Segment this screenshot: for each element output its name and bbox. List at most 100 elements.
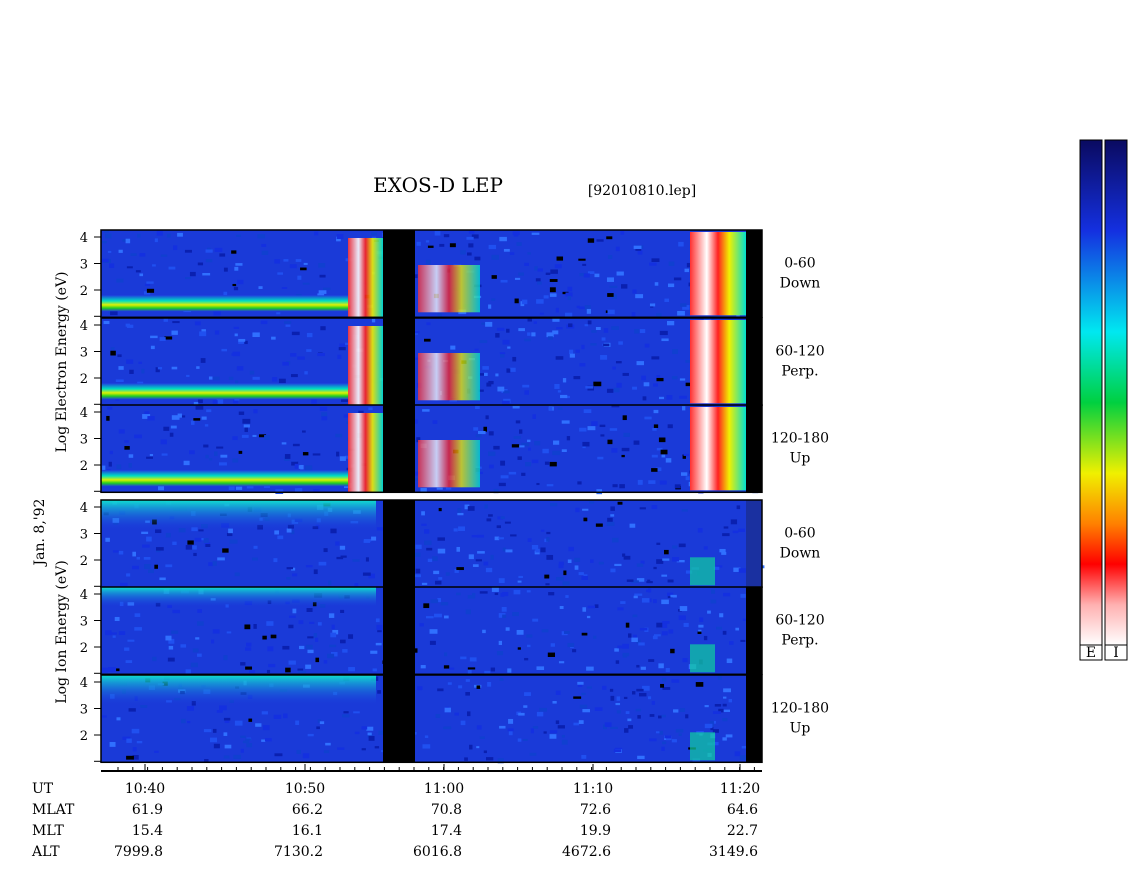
noise (185, 545, 193, 550)
noise (524, 692, 531, 696)
noise (636, 688, 644, 692)
noise (282, 645, 290, 650)
noise (661, 677, 667, 682)
noise (508, 471, 517, 475)
noise (146, 281, 154, 284)
noise (306, 349, 312, 352)
noise (233, 286, 239, 291)
noise (552, 330, 559, 335)
noise (713, 741, 719, 746)
noise (505, 627, 510, 631)
noise (557, 390, 562, 393)
noise (330, 652, 338, 657)
noise (593, 381, 602, 387)
noise (725, 734, 733, 738)
noise (216, 399, 224, 404)
noise (262, 725, 270, 731)
noise (612, 366, 616, 370)
noise (132, 747, 137, 752)
noise (288, 660, 296, 665)
noise (425, 616, 434, 619)
noise (723, 709, 731, 713)
noise (302, 753, 310, 759)
noise (377, 690, 382, 694)
noise (233, 326, 240, 329)
noise (228, 528, 233, 534)
noise (421, 511, 425, 516)
noise (437, 597, 441, 603)
noise (637, 755, 645, 760)
noise (336, 234, 344, 240)
noise (578, 572, 584, 576)
noise (612, 484, 618, 488)
noise (632, 386, 637, 390)
noise (184, 249, 192, 253)
noise (316, 726, 320, 730)
noise (297, 668, 304, 671)
noise (625, 711, 630, 714)
noise (483, 750, 487, 754)
noise (567, 286, 573, 292)
noise (420, 488, 427, 493)
noise (673, 709, 679, 713)
panel-angle: 120-180 (771, 431, 829, 447)
energy-tick-label: 4 (80, 319, 88, 334)
noise (699, 617, 704, 622)
noise (116, 278, 124, 283)
noise (642, 396, 647, 401)
noise (139, 253, 146, 257)
noise (498, 537, 504, 540)
noise (201, 329, 206, 332)
row-value: 70.8 (431, 802, 462, 818)
noise (223, 755, 230, 759)
noise (517, 580, 522, 583)
noise (491, 587, 499, 592)
noise (353, 711, 360, 714)
noise (414, 472, 419, 476)
noise (412, 478, 418, 481)
noise (625, 622, 630, 628)
noise (170, 425, 177, 429)
energy-tick-label: 3 (80, 258, 88, 273)
noise (559, 605, 564, 610)
noise (131, 728, 140, 734)
noise (274, 259, 281, 264)
noise (648, 659, 655, 662)
noise (536, 299, 544, 304)
noise (665, 668, 670, 673)
noise (420, 665, 426, 669)
noise (544, 461, 550, 465)
noise (728, 699, 733, 703)
noise (493, 445, 500, 450)
noise (212, 728, 217, 733)
noise (371, 232, 378, 236)
noise (617, 501, 623, 505)
electron-burst (348, 238, 383, 318)
noise (167, 657, 175, 662)
noise (505, 549, 513, 553)
noise (475, 434, 482, 438)
noise (421, 582, 428, 585)
noise (639, 507, 646, 510)
noise (518, 712, 525, 716)
noise (509, 252, 515, 255)
noise (214, 330, 220, 335)
noise (631, 637, 638, 643)
noise (414, 648, 418, 653)
noise (712, 711, 721, 714)
data-gap (746, 587, 762, 675)
noise (578, 720, 584, 724)
noise (557, 407, 563, 410)
noise (296, 749, 301, 755)
noise (294, 463, 299, 469)
noise (527, 252, 531, 255)
noise (163, 318, 168, 322)
row-value: 11:10 (573, 781, 613, 797)
noise (130, 253, 137, 256)
energy-tick-label: 3 (80, 433, 88, 448)
noise (587, 271, 595, 274)
noise (471, 234, 479, 239)
data-gap (383, 230, 415, 318)
noise (710, 599, 717, 604)
noise (302, 430, 306, 433)
